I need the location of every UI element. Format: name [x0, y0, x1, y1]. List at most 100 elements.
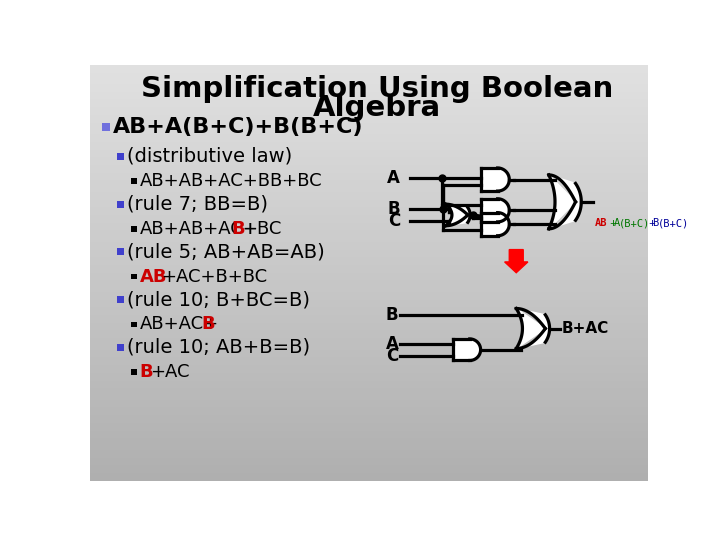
Bar [90, 184, 648, 188]
Bar [131, 226, 137, 232]
Bar [90, 269, 648, 273]
Bar [90, 292, 648, 296]
Bar [90, 438, 648, 442]
Bar [90, 150, 648, 153]
Bar [117, 201, 124, 208]
Bar [90, 338, 648, 342]
Bar [90, 307, 648, 311]
Bar [90, 72, 648, 76]
Bar [90, 381, 648, 384]
Bar [131, 178, 137, 184]
Text: B: B [387, 200, 400, 218]
Bar [90, 280, 648, 284]
Bar [90, 300, 648, 303]
Bar [90, 126, 648, 130]
Bar [90, 76, 648, 80]
Text: B: B [232, 220, 246, 238]
Bar [90, 111, 648, 115]
Bar [90, 354, 648, 357]
Bar [90, 234, 648, 238]
Bar [90, 165, 648, 168]
Bar [90, 180, 648, 184]
Text: B: B [386, 306, 398, 324]
Bar [90, 138, 648, 142]
Bar [90, 357, 648, 361]
Bar [90, 411, 648, 415]
Bar [90, 204, 648, 207]
Bar [90, 80, 648, 84]
Bar [90, 103, 648, 107]
Bar [117, 248, 124, 255]
Polygon shape [469, 339, 480, 361]
Bar [90, 222, 648, 226]
Text: +: + [604, 218, 616, 228]
Polygon shape [516, 308, 549, 348]
Text: A: A [386, 335, 398, 353]
Bar [90, 465, 648, 469]
Bar [90, 273, 648, 276]
Bar [90, 211, 648, 215]
Text: (rule 7; BB=B): (rule 7; BB=B) [127, 195, 268, 214]
Bar [90, 288, 648, 292]
Text: (B+C): (B+C) [618, 218, 650, 228]
Bar [90, 454, 648, 457]
FancyArrow shape [505, 249, 528, 273]
Text: A: A [614, 218, 620, 228]
Text: +AC: +AC [150, 363, 189, 381]
Bar [90, 473, 648, 477]
Bar [90, 276, 648, 280]
Text: (B+C): (B+C) [657, 218, 688, 228]
Bar [102, 123, 110, 131]
Polygon shape [498, 199, 509, 222]
Bar [90, 146, 648, 150]
Polygon shape [446, 204, 470, 226]
Bar [90, 334, 648, 338]
Bar [90, 192, 648, 195]
Bar [90, 450, 648, 454]
Bar [90, 157, 648, 161]
Bar [90, 346, 648, 350]
Bar [90, 427, 648, 430]
Bar [90, 323, 648, 327]
Text: B: B [652, 218, 659, 228]
Bar [90, 219, 648, 222]
Bar [90, 457, 648, 461]
Text: B: B [201, 315, 215, 333]
Text: AB+A(B+C)+B(B+C): AB+A(B+C)+B(B+C) [113, 117, 364, 137]
Bar [90, 231, 648, 234]
Bar [90, 319, 648, 323]
Bar [90, 265, 648, 269]
Text: C: C [386, 347, 398, 365]
Bar [90, 369, 648, 373]
Bar [90, 96, 648, 99]
Bar [90, 296, 648, 300]
Bar [90, 446, 648, 450]
Bar [90, 423, 648, 427]
Text: (rule 10; B+BC=B): (rule 10; B+BC=B) [127, 290, 310, 309]
Bar [90, 400, 648, 403]
Bar [90, 142, 648, 146]
Bar [90, 484, 648, 488]
Bar [131, 322, 137, 327]
Text: C: C [388, 212, 400, 230]
Bar [90, 168, 648, 173]
Bar [90, 327, 648, 330]
Bar [90, 65, 648, 69]
Text: +: + [643, 218, 655, 228]
Bar [90, 350, 648, 354]
Bar [90, 123, 648, 126]
Bar [90, 161, 648, 165]
Bar [90, 303, 648, 307]
Bar [90, 388, 648, 392]
Bar [90, 477, 648, 481]
Bar [90, 430, 648, 434]
Bar [90, 361, 648, 365]
Bar [90, 153, 648, 157]
Text: Simplification Using Boolean: Simplification Using Boolean [140, 76, 613, 104]
Bar [90, 84, 648, 88]
Bar [90, 88, 648, 92]
Text: AB+AB+AC+BB+BC: AB+AB+AC+BB+BC [140, 172, 323, 190]
Text: B+AC: B+AC [562, 321, 609, 336]
Text: AB: AB [595, 218, 607, 228]
Bar [90, 461, 648, 465]
